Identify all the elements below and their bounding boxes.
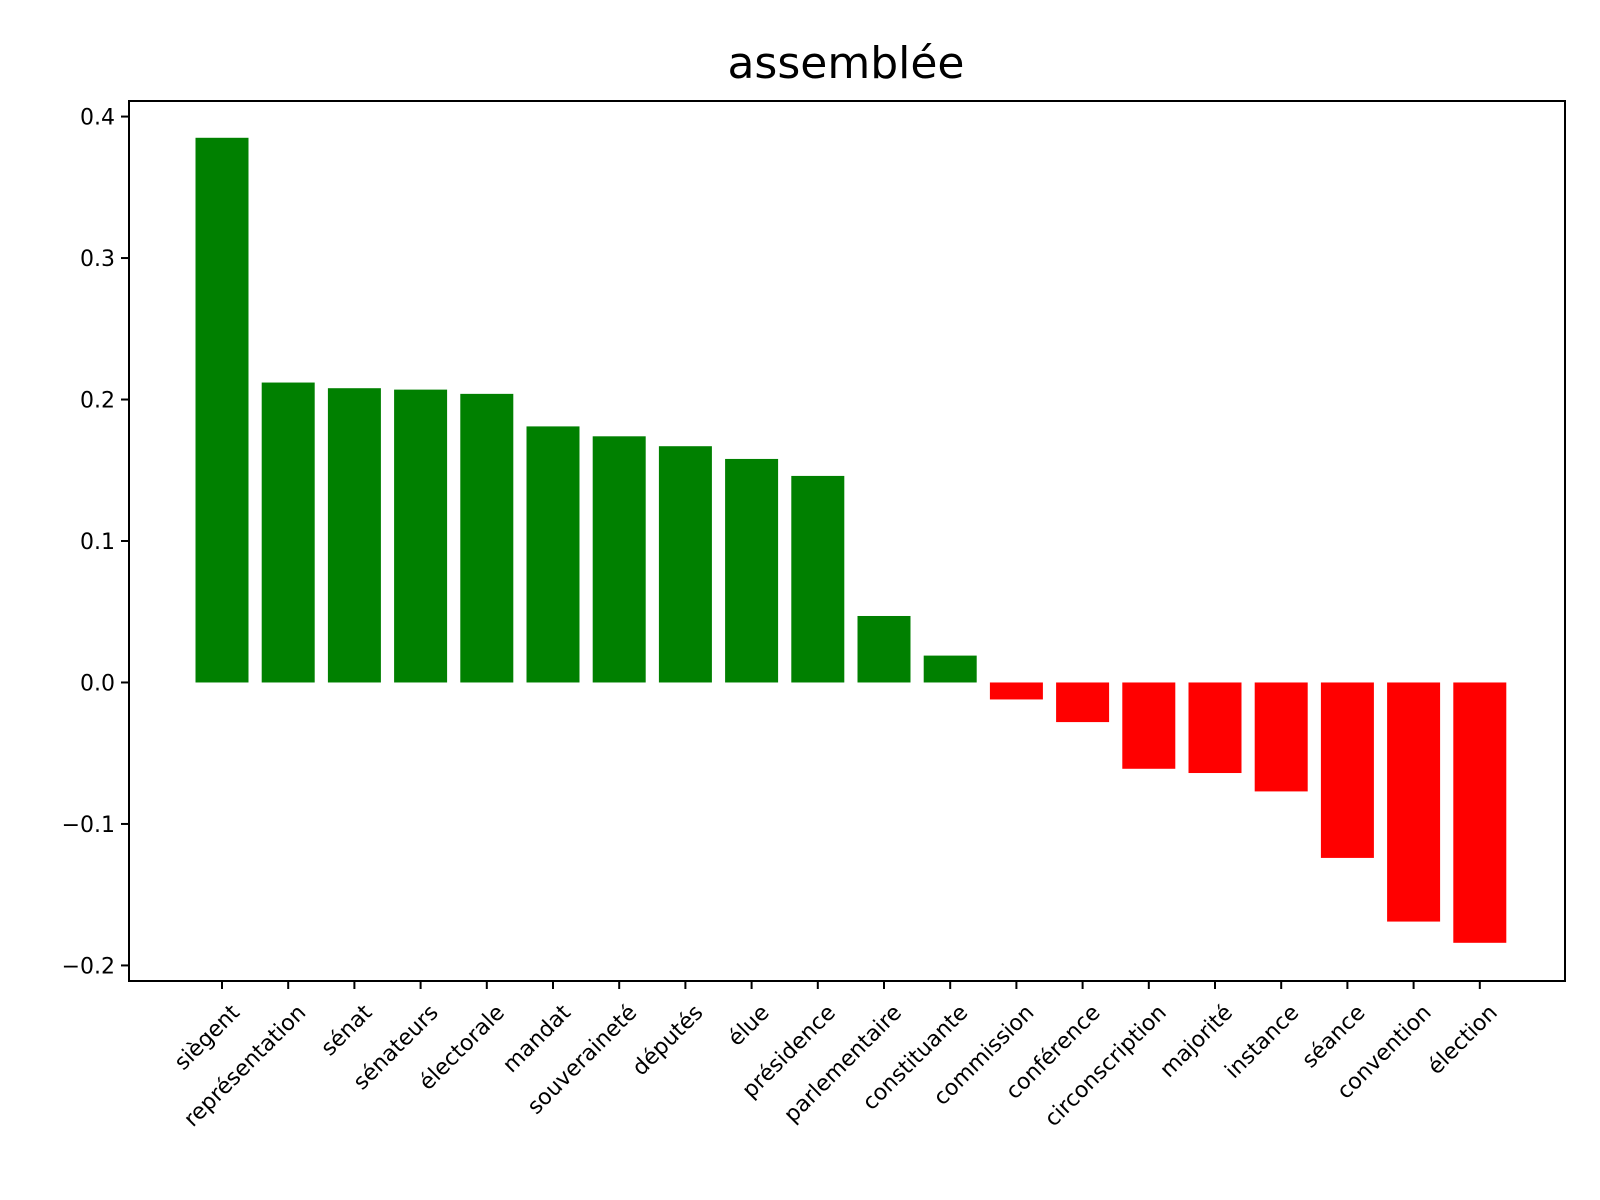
bar-représentation xyxy=(261,382,315,683)
bar-instance xyxy=(1254,682,1308,792)
bar-circonscription xyxy=(1122,682,1176,769)
y-axis: 0.4 0.3 0.2 0.1 0.0 −0.1 −0.2 xyxy=(62,106,129,979)
x-tick-label: élection xyxy=(1423,1000,1502,1079)
bar-siègent xyxy=(195,137,249,683)
y-tick-label: −0.2 xyxy=(62,954,115,979)
x-tick-label: députés xyxy=(628,1000,709,1081)
x-tick-label: instance xyxy=(1221,1000,1305,1084)
bar-souveraineté xyxy=(592,436,646,683)
bar-élue xyxy=(725,458,779,683)
bar-majorité xyxy=(1188,682,1242,774)
y-tick-label: −0.1 xyxy=(62,813,115,838)
y-tick-label: 0.3 xyxy=(80,247,115,272)
bar-présidence xyxy=(791,475,845,683)
bar-convention xyxy=(1387,682,1441,922)
bar-sénateurs xyxy=(394,389,448,683)
bars-group xyxy=(195,137,1507,943)
bar-mandat xyxy=(526,426,580,683)
bar-constituante xyxy=(923,655,977,683)
bar-séance xyxy=(1320,682,1374,858)
bar-parlementaire xyxy=(857,615,911,683)
x-tick-label: circonscription xyxy=(1040,1000,1172,1132)
x-tick-label: élue xyxy=(724,1000,775,1051)
x-tick-label: sénat xyxy=(317,1000,378,1061)
x-tick-label: représentation xyxy=(179,1000,311,1132)
chart-title: assemblée xyxy=(727,38,964,89)
x-tick-label: parlementaire xyxy=(779,1000,907,1128)
bar-élection xyxy=(1453,682,1507,943)
bar-députés xyxy=(658,446,712,683)
y-tick-label: 0.4 xyxy=(80,106,115,131)
bar-commission xyxy=(989,682,1043,700)
y-tick-label: 0.2 xyxy=(80,389,115,414)
bar-électorale xyxy=(460,393,514,683)
y-tick-label: 0.0 xyxy=(80,671,115,696)
bar-conférence xyxy=(1056,682,1110,723)
y-tick-label: 0.1 xyxy=(80,530,115,555)
bar-sénat xyxy=(327,388,381,683)
plot-frame xyxy=(128,100,1566,982)
